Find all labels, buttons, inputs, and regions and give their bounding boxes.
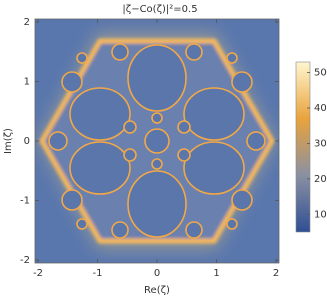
x-tick-label: 0: [154, 268, 160, 279]
colorbar-tick-label: 10: [314, 209, 327, 220]
colorbar-tick-label: 20: [314, 174, 327, 185]
colorbar: [295, 61, 311, 233]
y-tick-label: -1: [20, 196, 30, 207]
y-tick-label: 1: [24, 76, 30, 87]
x-tick-label: 2: [273, 268, 279, 279]
y-tick-label: 0: [24, 136, 30, 147]
y-axis-label: Im(ζ): [3, 128, 14, 154]
colorbar-tick-label: 40: [314, 103, 327, 114]
colorbar-tick-label: 50: [314, 68, 327, 79]
x-tick-label: -1: [92, 268, 102, 279]
y-tick-label: 2: [24, 17, 30, 28]
fractal-shapes: [48, 43, 266, 239]
x-axis-label: Re(ζ): [144, 285, 170, 296]
colorbar-tick-label: 30: [314, 138, 327, 149]
density-plot: [35, 19, 279, 263]
y-tick-label: -2: [20, 255, 30, 266]
chart-title: |ζ−Co(ζ)|²=0.5: [122, 4, 197, 15]
x-tick-label: -2: [33, 268, 43, 279]
x-tick-label: 1: [213, 268, 219, 279]
